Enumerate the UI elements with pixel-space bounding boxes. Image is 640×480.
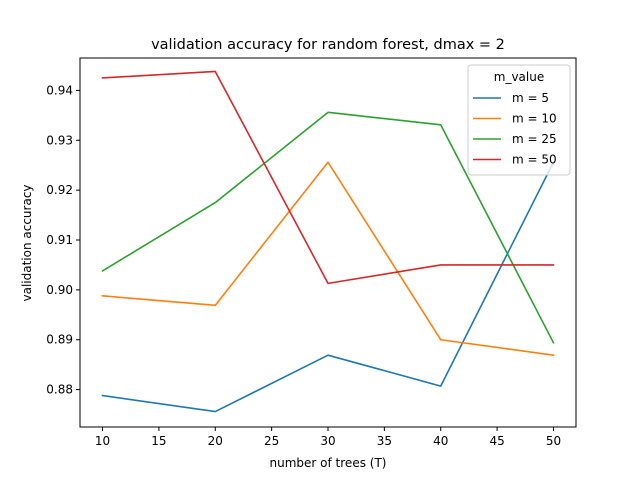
legend-items: m = 5 m = 10 m = 25 m = 50 bbox=[473, 91, 557, 167]
x-tick-label: 30 bbox=[320, 434, 335, 448]
x-tick-label: 20 bbox=[208, 434, 223, 448]
x-tick-label: 50 bbox=[546, 434, 561, 448]
series-line-3 bbox=[101, 111, 555, 344]
series-line-2 bbox=[101, 161, 555, 357]
legend-entry-label: m = 25 bbox=[512, 132, 557, 146]
legend-entry-label: m = 50 bbox=[512, 153, 557, 167]
y-tick-label: 0.90 bbox=[46, 283, 73, 297]
legend-entry-label: m = 10 bbox=[512, 112, 557, 126]
legend-title: m_value bbox=[494, 70, 544, 84]
y-tick-label: 0.88 bbox=[46, 383, 73, 397]
x-axis-label: number of trees (T) bbox=[270, 456, 387, 470]
y-axis-label: validation accuracy bbox=[20, 184, 34, 301]
legend-box bbox=[467, 64, 571, 176]
y-tick-label: 0.92 bbox=[46, 183, 73, 197]
legend: m_value m = 5 m = 10 m = 25 m = 50 bbox=[467, 64, 571, 176]
x-tick-label: 10 bbox=[95, 434, 110, 448]
y-tick-label: 0.94 bbox=[46, 83, 73, 97]
x-tick-label: 35 bbox=[377, 434, 392, 448]
series-layer bbox=[101, 70, 555, 413]
x-axis-ticks: 10 15 20 25 30 35 40 45 50 bbox=[95, 427, 561, 448]
chart-title: validation accuracy for random forest, d… bbox=[151, 37, 505, 53]
series-line-4 bbox=[101, 70, 555, 285]
x-tick-label: 45 bbox=[489, 434, 504, 448]
x-tick-label: 25 bbox=[264, 434, 279, 448]
x-tick-label: 15 bbox=[151, 434, 166, 448]
y-tick-label: 0.91 bbox=[46, 233, 73, 247]
y-axis-ticks: 0.88 0.89 0.90 0.91 0.92 0.93 0.94 bbox=[46, 83, 80, 397]
legend-entry-label: m = 5 bbox=[512, 91, 549, 105]
x-tick-label: 40 bbox=[433, 434, 448, 448]
series-line-1 bbox=[101, 161, 555, 413]
y-tick-label: 0.89 bbox=[46, 333, 73, 347]
y-tick-label: 0.93 bbox=[46, 133, 73, 147]
